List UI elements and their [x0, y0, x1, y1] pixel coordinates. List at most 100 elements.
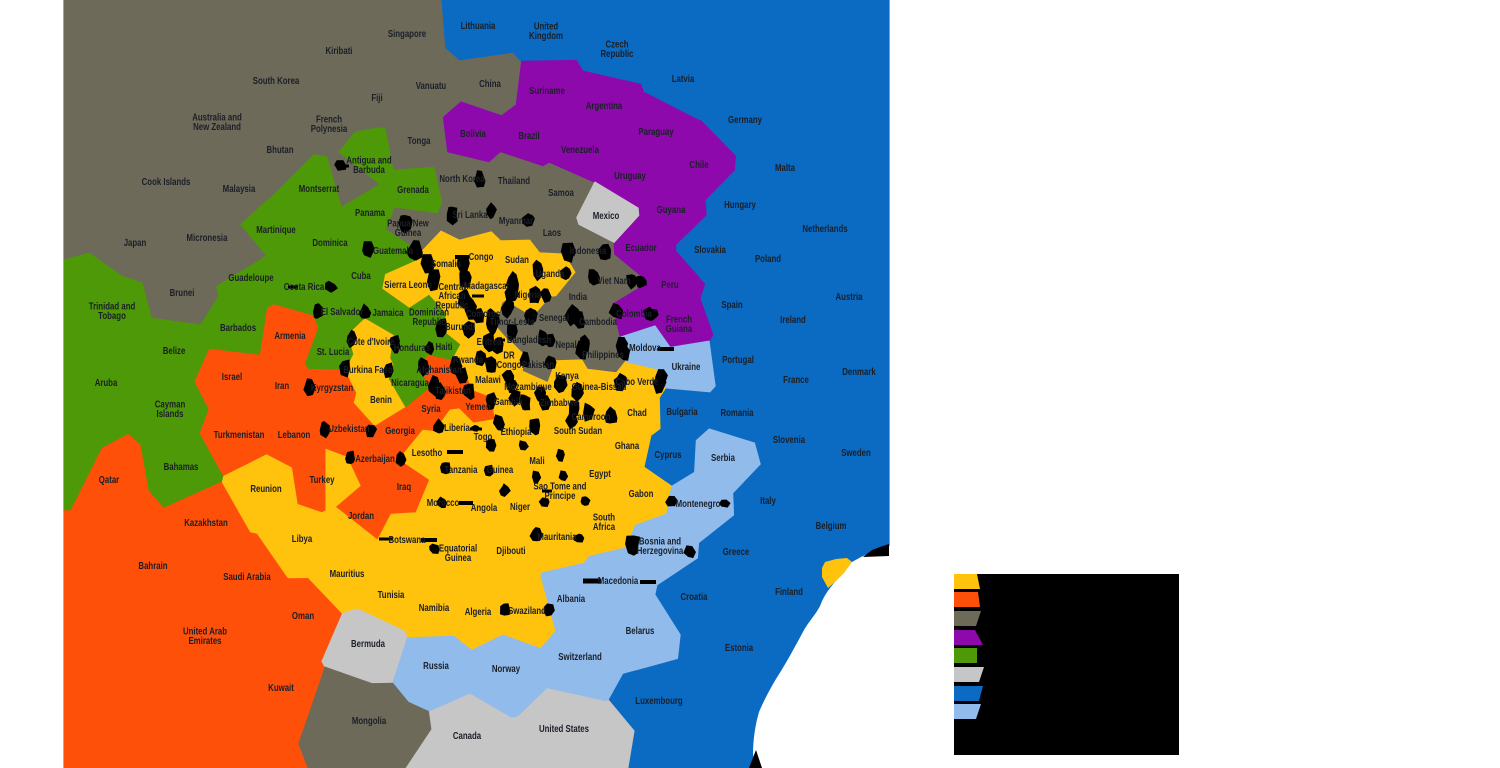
svg-text:Egypt: Egypt: [589, 468, 611, 479]
svg-text:Cyprus: Cyprus: [655, 449, 682, 460]
svg-text:Latvia: Latvia: [672, 73, 695, 84]
svg-text:South: South: [593, 512, 615, 523]
svg-text:Cayman: Cayman: [155, 399, 185, 410]
svg-text:Turkey: Turkey: [309, 474, 334, 485]
svg-text:Trinidad and: Trinidad and: [89, 301, 136, 312]
svg-text:Burkina Faso: Burkina Faso: [343, 364, 393, 375]
svg-text:Lebanon: Lebanon: [278, 429, 311, 440]
svg-text:Barbuda: Barbuda: [353, 164, 385, 175]
svg-text:France: France: [783, 374, 809, 385]
svg-text:Herzegovina: Herzegovina: [637, 545, 684, 556]
svg-text:United Arab: United Arab: [183, 626, 228, 637]
svg-text:El Salvador: El Salvador: [321, 306, 364, 317]
svg-text:Netherlands: Netherlands: [802, 223, 847, 234]
svg-text:Cook Islands: Cook Islands: [142, 176, 191, 187]
svg-text:Benin: Benin: [370, 394, 392, 405]
svg-text:Thailand: Thailand: [498, 175, 530, 186]
svg-text:Kenya: Kenya: [555, 370, 579, 381]
svg-text:Chile: Chile: [689, 159, 708, 170]
svg-text:Polynesia: Polynesia: [311, 123, 348, 134]
svg-text:Rwanda: Rwanda: [453, 354, 483, 365]
svg-text:Senegal: Senegal: [539, 312, 569, 323]
svg-text:Bermuda: Bermuda: [351, 638, 385, 649]
svg-text:Turkmenistan: Turkmenistan: [214, 429, 265, 440]
svg-text:Cabo Verde: Cabo Verde: [615, 376, 658, 387]
svg-text:Peru: Peru: [661, 279, 678, 290]
svg-text:Congo: Congo: [469, 251, 494, 262]
svg-text:Belgium: Belgium: [816, 520, 847, 531]
svg-text:Qatar: Qatar: [99, 474, 120, 485]
svg-text:Central: Central: [439, 281, 466, 292]
svg-text:Uzbekistan: Uzbekistan: [328, 423, 369, 434]
svg-text:Guatemala: Guatemala: [373, 245, 413, 256]
svg-text:Guadeloupe: Guadeloupe: [228, 272, 273, 283]
svg-text:Guinea: Guinea: [445, 552, 472, 563]
svg-text:Micronesia: Micronesia: [187, 232, 228, 243]
svg-text:Philippines: Philippines: [582, 349, 624, 360]
svg-text:Indonesia: Indonesia: [570, 245, 607, 256]
svg-text:Dominican: Dominican: [409, 307, 449, 318]
svg-text:Australia and: Australia and: [192, 112, 242, 123]
svg-text:Sierra Leone: Sierra Leone: [384, 279, 431, 290]
svg-text:Oman: Oman: [292, 610, 314, 621]
svg-text:Moldova: Moldova: [629, 342, 661, 353]
svg-text:Costa Rica: Costa Rica: [284, 281, 325, 292]
svg-text:Armenia: Armenia: [274, 330, 305, 341]
svg-text:Eritrea: Eritrea: [477, 336, 502, 347]
svg-text:Cote d'Ivoire: Cote d'Ivoire: [347, 336, 394, 347]
svg-text:Malawi: Malawi: [475, 374, 501, 385]
svg-text:Dominica: Dominica: [312, 237, 347, 248]
svg-text:Spain: Spain: [721, 299, 742, 310]
svg-text:Bosnia and: Bosnia and: [639, 536, 681, 547]
svg-text:Paraguay: Paraguay: [638, 126, 673, 137]
svg-text:Ghana: Ghana: [615, 440, 639, 451]
svg-text:Japan: Japan: [124, 237, 147, 248]
svg-text:Ecuador: Ecuador: [625, 242, 657, 253]
svg-text:United States: United States: [539, 723, 589, 734]
svg-text:Islands: Islands: [157, 408, 184, 419]
svg-text:Lithuania: Lithuania: [461, 20, 496, 31]
svg-text:Germany: Germany: [728, 114, 762, 125]
svg-text:Emirates: Emirates: [188, 635, 221, 646]
svg-text:Uruguay: Uruguay: [614, 170, 646, 181]
svg-text:Luxembourg: Luxembourg: [635, 695, 682, 706]
svg-text:Samoa: Samoa: [548, 187, 574, 198]
svg-text:Bangladesh: Bangladesh: [507, 334, 551, 345]
svg-text:Bahamas: Bahamas: [164, 461, 199, 472]
svg-text:Bolivia: Bolivia: [460, 128, 486, 139]
svg-text:Guinea: Guinea: [487, 464, 514, 475]
svg-text:Saudi Arabia: Saudi Arabia: [223, 571, 271, 582]
svg-text:Syria: Syria: [421, 403, 440, 414]
svg-text:Angola: Angola: [471, 502, 498, 513]
svg-text:Tobago: Tobago: [98, 310, 126, 321]
svg-text:South Korea: South Korea: [253, 75, 300, 86]
svg-text:Switzerland: Switzerland: [558, 651, 601, 662]
svg-text:Mauritius: Mauritius: [330, 568, 365, 579]
svg-text:Mozambique: Mozambique: [504, 381, 551, 392]
svg-text:South Sudan: South Sudan: [554, 425, 602, 436]
svg-text:Canada: Canada: [453, 730, 481, 741]
svg-text:Kazakhstan: Kazakhstan: [184, 517, 228, 528]
svg-text:Pakistan: Pakistan: [522, 359, 554, 370]
svg-text:Portugal: Portugal: [722, 354, 754, 365]
svg-text:Lesotho: Lesotho: [412, 447, 443, 458]
svg-text:Chad: Chad: [627, 407, 647, 418]
svg-text:Sudan: Sudan: [505, 254, 529, 265]
svg-text:Sao Tome and: Sao Tome and: [534, 481, 587, 492]
svg-text:Sweden: Sweden: [841, 447, 871, 458]
svg-text:Republic: Republic: [435, 300, 468, 311]
svg-text:Nicaragua: Nicaragua: [391, 377, 429, 388]
svg-text:Guiana: Guiana: [666, 323, 693, 334]
svg-text:Venezuela: Venezuela: [561, 144, 599, 155]
svg-text:Burundi: Burundi: [445, 321, 475, 332]
svg-text:Suriname: Suriname: [529, 85, 565, 96]
svg-text:Israel: Israel: [222, 371, 242, 382]
svg-text:Gabon: Gabon: [629, 488, 654, 499]
svg-text:Cambodia: Cambodia: [579, 316, 617, 327]
svg-text:Albania: Albania: [557, 593, 585, 604]
svg-text:Republic: Republic: [412, 316, 445, 327]
svg-text:Serbia: Serbia: [711, 452, 735, 463]
svg-text:Aruba: Aruba: [95, 377, 118, 388]
svg-text:Malta: Malta: [775, 162, 795, 173]
svg-text:Poland: Poland: [755, 253, 781, 264]
